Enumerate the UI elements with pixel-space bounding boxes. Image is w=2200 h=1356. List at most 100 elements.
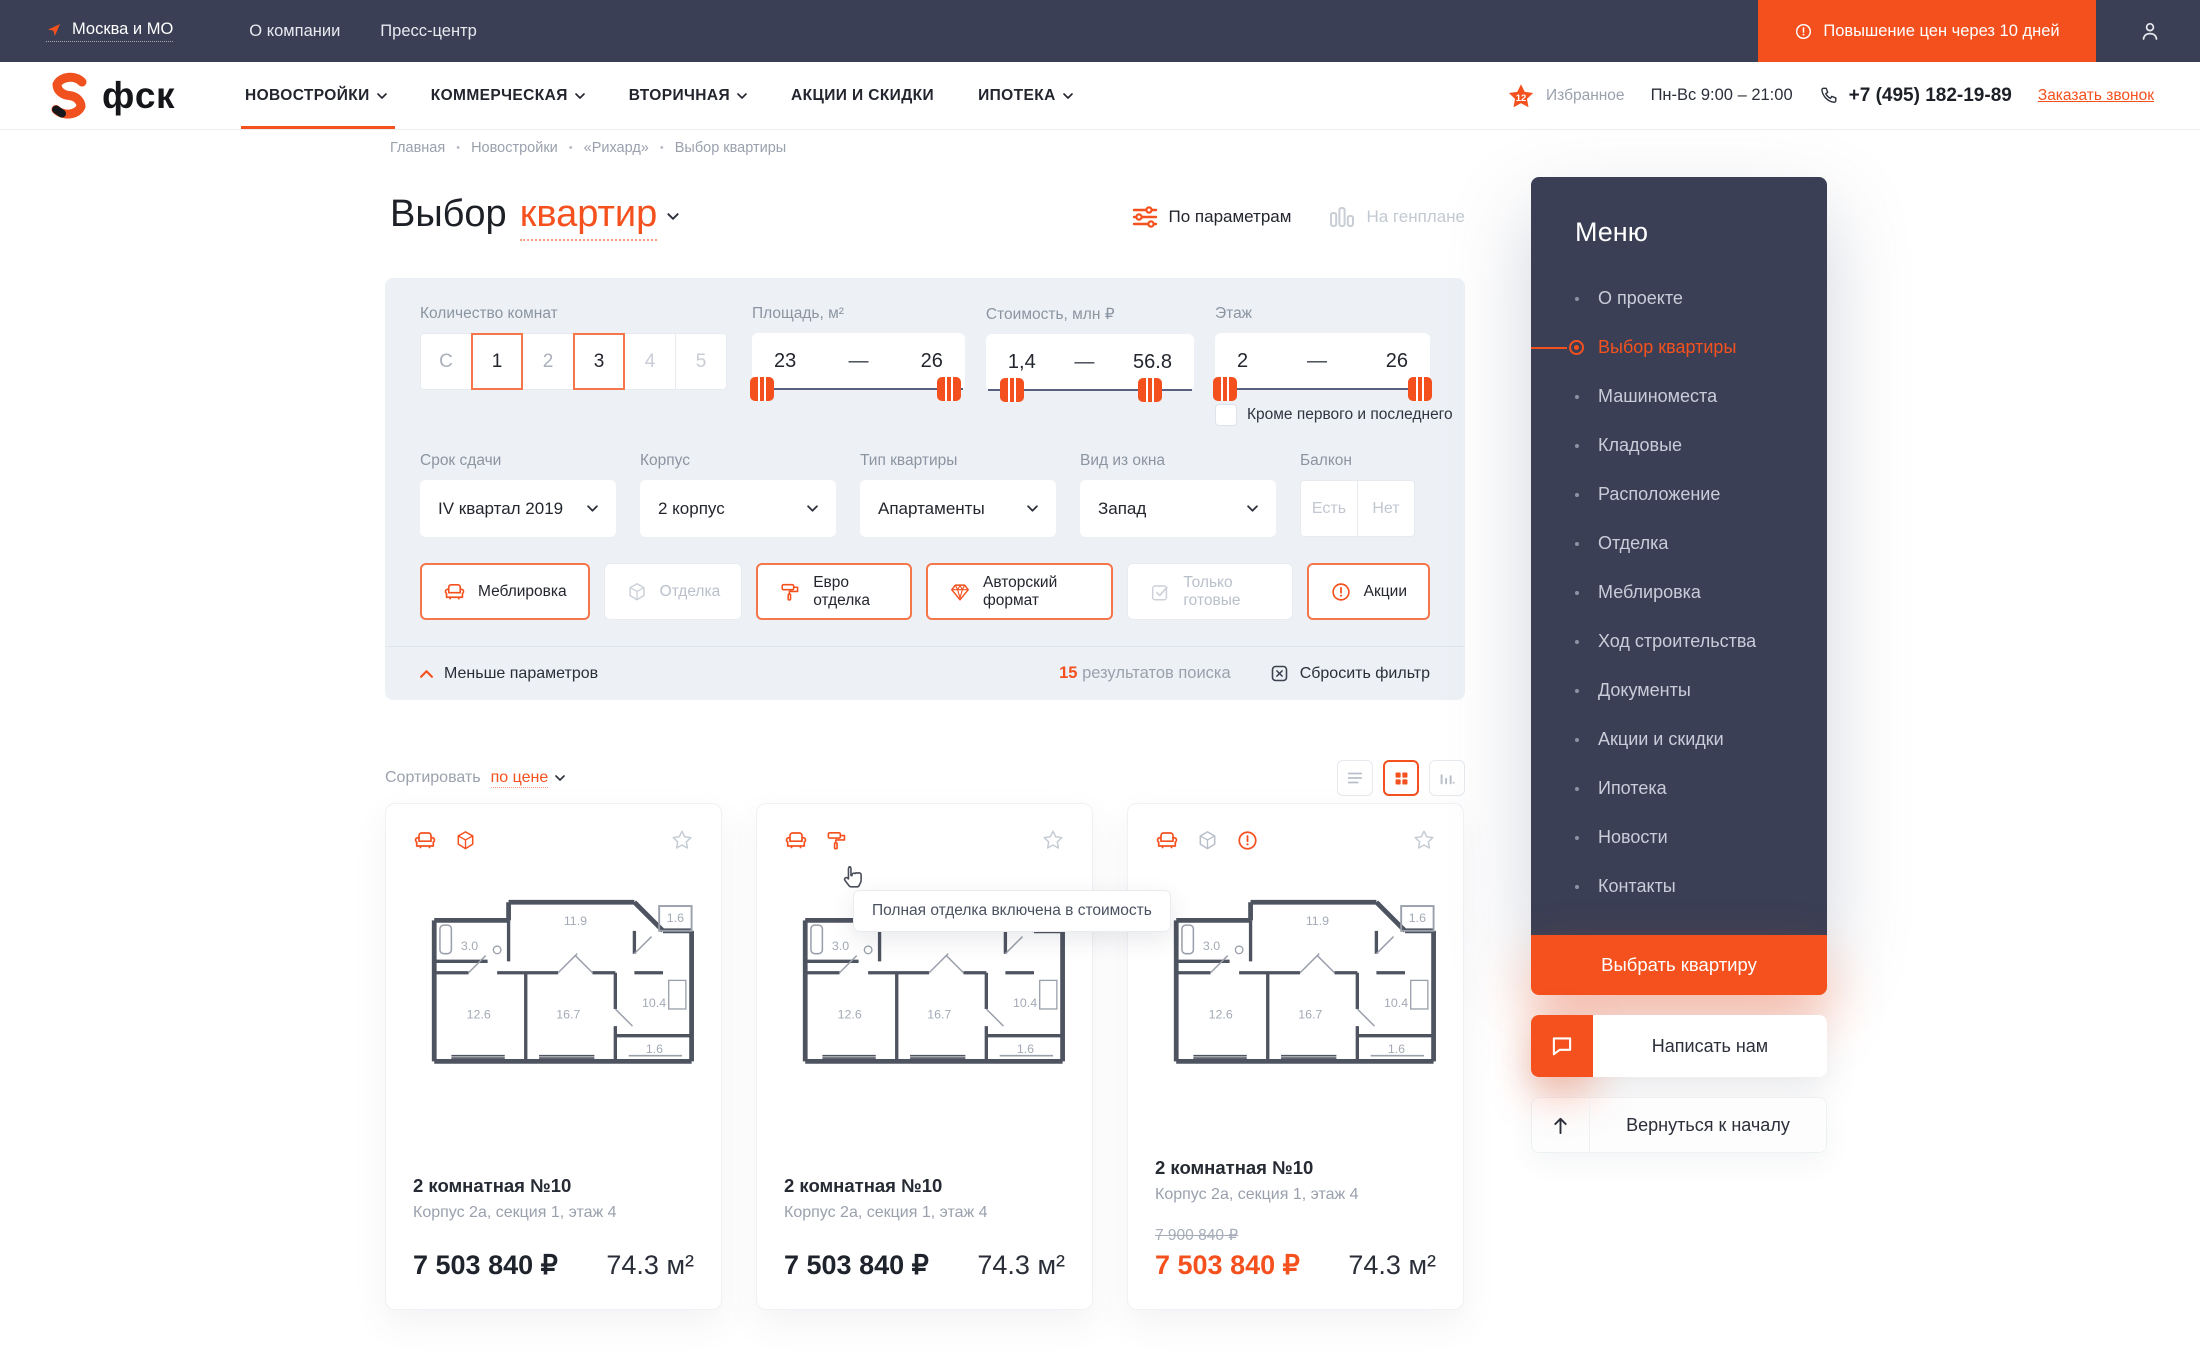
exclude-floors-checkbox-row: Кроме первого и последнего [1215, 404, 1453, 426]
deadline-select[interactable]: IV квартал 2019 [420, 480, 616, 537]
chevron-down-icon[interactable] [667, 213, 679, 220]
room-option-5[interactable]: 5 [675, 333, 727, 390]
topbar-link-company[interactable]: О компании [249, 21, 341, 40]
nav-akcii[interactable]: АКЦИИ И СКИДКИ [791, 62, 934, 129]
bullet [1575, 737, 1579, 742]
price-slider-handle-max[interactable] [1138, 378, 1163, 402]
list-view-button[interactable] [1337, 760, 1373, 796]
topbar-link-press[interactable]: Пресс-центр [380, 21, 477, 40]
apt-type-select[interactable]: Апартаменты [860, 480, 1056, 537]
logo[interactable]: фск [46, 71, 175, 121]
floor-min[interactable]: 2 [1237, 350, 1249, 372]
apartment-card[interactable]: Полная отделка включена в стоимость 2 ко… [756, 803, 1171, 1310]
floor-slider-handle-max[interactable] [1408, 377, 1432, 401]
area-slider-handle-min[interactable] [750, 377, 774, 401]
price-min[interactable]: 1,4 [1007, 351, 1036, 373]
sidebar-item-label: Кладовые [1598, 435, 1683, 455]
sidebar-item-parking[interactable]: Машиноместа [1531, 372, 1827, 421]
price-max[interactable]: 56.8 [1133, 351, 1172, 373]
tab-by-params[interactable]: По параметрам [1132, 206, 1292, 228]
sidebar-item-news[interactable]: Новости [1531, 813, 1827, 862]
city-selector[interactable]: Москва и МО [46, 20, 174, 42]
crumb-home[interactable]: Главная [390, 140, 446, 156]
bullet [1575, 884, 1579, 889]
apartment-title: 2 комнатная №10 [784, 1175, 943, 1196]
floor-plan [1155, 866, 1451, 1090]
chip-author-format[interactable]: Авторский формат [926, 563, 1114, 620]
sidebar-item-mortgage[interactable]: Ипотека [1531, 764, 1827, 813]
sidebar-item-location[interactable]: Расположение [1531, 470, 1827, 519]
price-slider-track [987, 389, 1192, 391]
room-option-studio[interactable]: С [420, 333, 472, 390]
room-option-2[interactable]: 2 [522, 333, 574, 390]
grid-view-button[interactable] [1383, 760, 1419, 796]
chart-view-button[interactable] [1429, 760, 1465, 796]
area-slider-handle-max[interactable] [936, 377, 961, 401]
sidebar-item-documents[interactable]: Документы [1531, 666, 1827, 715]
nav-vtorichnaya[interactable]: ВТОРИЧНАЯ [629, 62, 747, 129]
armchair-icon[interactable] [413, 828, 437, 852]
room-option-4[interactable]: 4 [624, 333, 676, 390]
apartment-card[interactable]: 2 комнатная №10 Корпус 2а, секция 1, эта… [1127, 803, 1464, 1310]
favorites-button[interactable]: 12 Избранное [1506, 81, 1625, 111]
area-min[interactable]: 23 [774, 350, 797, 372]
armchair-icon[interactable] [1155, 828, 1179, 852]
paint-roller-icon[interactable] [825, 829, 848, 852]
sidebar-item-apartments[interactable]: Выбор квартиры [1531, 323, 1827, 372]
room-option-1[interactable]: 1 [471, 333, 523, 390]
phone-number[interactable]: +7 (495) 182-19-89 [1819, 85, 2012, 107]
sidebar-item-storerooms[interactable]: Кладовые [1531, 421, 1827, 470]
apartment-area: 74.3 м² [606, 1250, 694, 1280]
building-select[interactable]: 2 корпус [640, 480, 836, 537]
sort-value[interactable]: по цене [490, 768, 549, 788]
crumb-novostroyki[interactable]: Новостройки [471, 140, 558, 156]
nav-novostroyki[interactable]: НОВОСТРОЙКИ [240, 62, 395, 129]
window-view-select[interactable]: Запад [1080, 480, 1276, 537]
nav-ipoteka[interactable]: ИПОТЕКА [978, 62, 1073, 129]
callback-link[interactable]: Заказать звонок [2037, 86, 2154, 104]
floor-max[interactable]: 26 [1385, 350, 1408, 372]
chip-finishing[interactable]: Отделка [603, 563, 743, 620]
cube-icon[interactable] [454, 829, 477, 852]
price-slider-handle-min[interactable] [999, 378, 1024, 402]
cube-icon[interactable] [1196, 829, 1219, 852]
favorite-star-icon[interactable] [670, 828, 694, 852]
sidebar-item-furniture[interactable]: Меблировка [1531, 568, 1827, 617]
filter-panel: Количество комнат С 1 2 3 4 5 Площадь, м… [385, 278, 1465, 700]
chip-furniture[interactable]: Меблировка [420, 563, 590, 620]
crumb-richard[interactable]: «Рихард» [583, 140, 649, 156]
sidebar-item-construction[interactable]: Ход строительства [1531, 617, 1827, 666]
balcony-yes[interactable]: Есть [1300, 480, 1358, 537]
armchair-icon[interactable] [784, 828, 808, 852]
floor-slider-handle-min[interactable] [1213, 377, 1237, 401]
sidebar-item-finishing[interactable]: Отделка [1531, 519, 1827, 568]
sidebar-item-contacts[interactable]: Контакты [1531, 862, 1827, 911]
sidebar-item-promotions[interactable]: Акции и скидки [1531, 715, 1827, 764]
back-to-top-button[interactable]: Вернуться к началу [1531, 1097, 1827, 1153]
account-button[interactable] [2126, 0, 2174, 62]
chat-icon-box [1531, 1015, 1593, 1077]
sidebar-item-label: Документы [1598, 680, 1691, 700]
title-dropdown[interactable]: квартир [519, 193, 658, 241]
choose-apartment-button[interactable]: Выбрать квартиру [1531, 935, 1827, 995]
balcony-no[interactable]: Нет [1357, 480, 1415, 537]
apartment-card[interactable]: 2 комнатная №10 Корпус 2а, секция 1, эта… [385, 803, 722, 1310]
tab-on-genplan[interactable]: На генплане [1329, 205, 1465, 229]
chip-ready-only[interactable]: Только готовые [1127, 563, 1293, 620]
exclude-floors-checkbox[interactable] [1215, 404, 1237, 426]
nav-kommercheskaya[interactable]: КОММЕРЧЕСКАЯ [431, 62, 585, 129]
reset-filter-button[interactable]: Сбросить фильтр [1269, 663, 1430, 684]
sidebar-item-about[interactable]: О проекте [1531, 274, 1827, 323]
favorite-star-icon[interactable] [1041, 828, 1065, 852]
less-params-button[interactable]: Меньше параметров [420, 665, 598, 683]
chip-euro-finishing[interactable]: Евро отделка [756, 563, 912, 620]
tab-label: По параметрам [1168, 207, 1292, 226]
price-increase-banner[interactable]: Повышение цен через 10 дней [1758, 0, 2096, 62]
chip-promotions[interactable]: Акции [1306, 563, 1430, 620]
write-us-button[interactable]: Написать нам [1531, 1015, 1827, 1077]
room-option-3[interactable]: 3 [573, 333, 625, 390]
area-max[interactable]: 26 [920, 350, 943, 372]
alert-icon[interactable] [1236, 829, 1259, 852]
tab-label: На генплане [1366, 207, 1465, 226]
favorite-star-icon[interactable] [1412, 828, 1436, 852]
